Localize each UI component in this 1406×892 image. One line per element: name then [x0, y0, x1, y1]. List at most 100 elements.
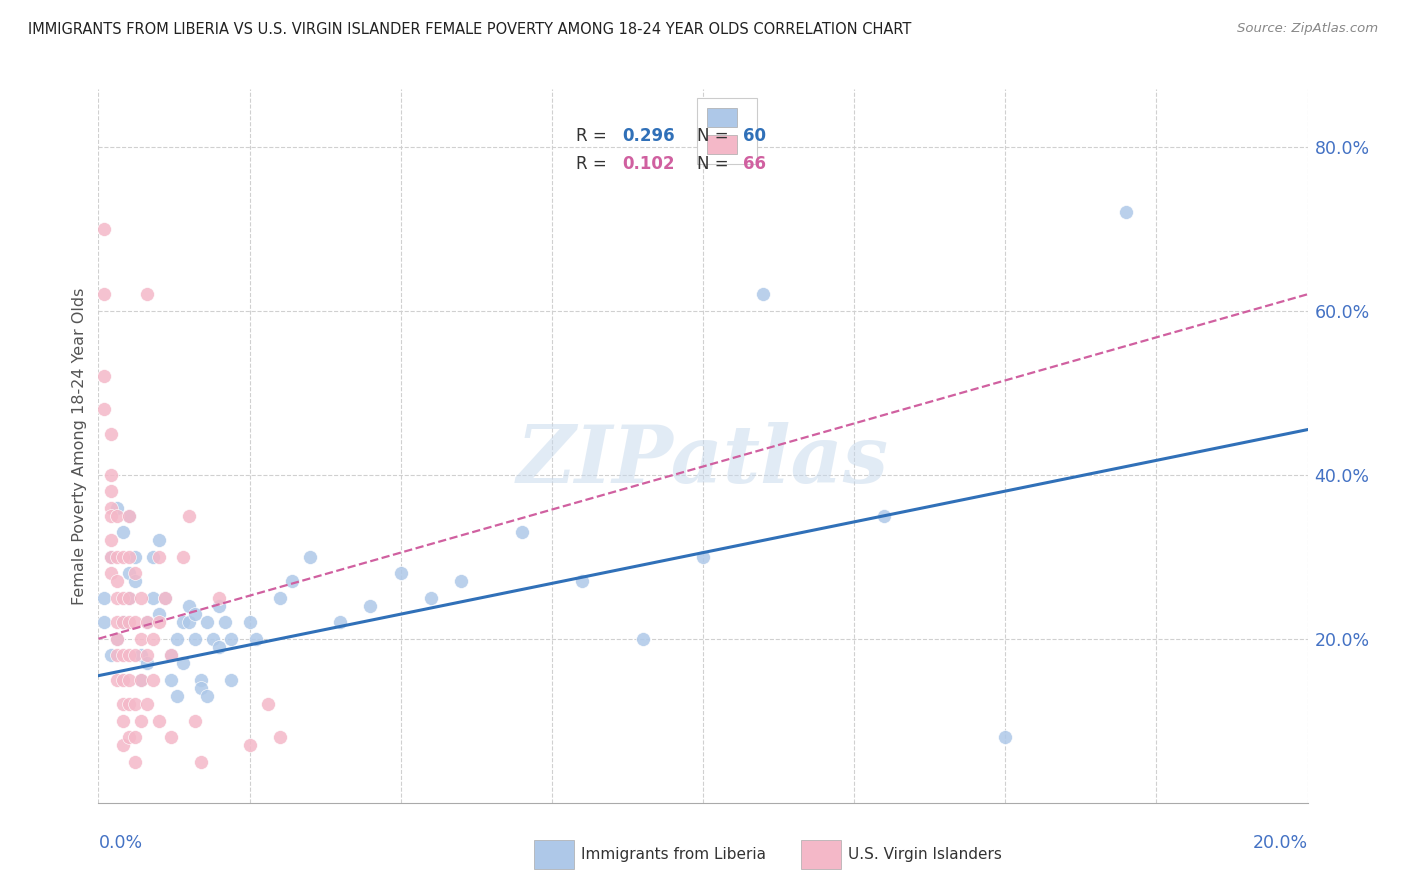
Point	[135, 287, 157, 301]
Point	[190, 755, 212, 769]
Point	[124, 566, 146, 581]
Text: N =: N =	[697, 155, 734, 173]
Point	[100, 426, 122, 441]
Point	[179, 508, 201, 523]
Point	[214, 615, 236, 630]
Point	[118, 508, 141, 523]
Point	[179, 615, 201, 630]
Point	[166, 632, 188, 646]
Point	[184, 632, 207, 646]
Point	[129, 648, 152, 662]
Point	[135, 648, 157, 662]
Point	[93, 402, 115, 417]
Point	[118, 591, 141, 605]
Point	[105, 632, 128, 646]
Point	[221, 673, 243, 687]
Point	[111, 549, 134, 564]
Text: R =: R =	[576, 155, 612, 173]
Point	[100, 533, 122, 548]
Text: 0.102: 0.102	[621, 155, 675, 173]
Point	[994, 730, 1017, 744]
Point	[129, 632, 152, 646]
Point	[93, 591, 115, 605]
Point	[111, 739, 134, 753]
Point	[148, 533, 170, 548]
Point	[118, 698, 141, 712]
Point	[360, 599, 382, 613]
Point	[148, 607, 170, 622]
Point	[100, 549, 122, 564]
Point	[450, 574, 472, 589]
Point	[208, 591, 231, 605]
Point	[111, 648, 134, 662]
Point	[389, 566, 412, 581]
Point	[105, 648, 128, 662]
Point	[631, 632, 654, 646]
Point	[142, 632, 165, 646]
Point	[93, 287, 115, 301]
Text: Source: ZipAtlas.com: Source: ZipAtlas.com	[1237, 22, 1378, 36]
Point	[100, 549, 122, 564]
Point	[135, 657, 157, 671]
Point	[221, 632, 243, 646]
Point	[195, 689, 218, 703]
Point	[142, 673, 165, 687]
Point	[195, 615, 218, 630]
Point	[129, 673, 152, 687]
Point	[208, 599, 231, 613]
Point	[100, 500, 122, 515]
Point	[269, 591, 291, 605]
Point	[148, 615, 170, 630]
Point	[105, 549, 128, 564]
Text: ZIPatlas: ZIPatlas	[517, 422, 889, 499]
Point	[105, 574, 128, 589]
Point	[129, 591, 152, 605]
Point	[510, 525, 533, 540]
Point	[873, 508, 896, 523]
Point	[184, 714, 207, 728]
Text: 66: 66	[742, 155, 766, 173]
Point	[100, 467, 122, 482]
Point	[111, 673, 134, 687]
Point	[179, 599, 201, 613]
Point	[172, 549, 194, 564]
Point	[135, 615, 157, 630]
Text: Immigrants from Liberia: Immigrants from Liberia	[581, 847, 766, 862]
Point	[172, 657, 194, 671]
Point	[129, 714, 152, 728]
Point	[148, 714, 170, 728]
Point	[135, 698, 157, 712]
Point	[329, 615, 352, 630]
Point	[124, 549, 146, 564]
Point	[111, 525, 134, 540]
Y-axis label: Female Poverty Among 18-24 Year Olds: Female Poverty Among 18-24 Year Olds	[72, 287, 87, 605]
Point	[124, 698, 146, 712]
Point	[105, 632, 128, 646]
Point	[239, 739, 262, 753]
Point	[124, 755, 146, 769]
Point	[256, 698, 278, 712]
Text: U.S. Virgin Islanders: U.S. Virgin Islanders	[848, 847, 1001, 862]
Point	[111, 615, 134, 630]
Point	[124, 574, 146, 589]
Point	[93, 615, 115, 630]
Text: 0.0%: 0.0%	[98, 834, 142, 852]
Legend: , : ,	[697, 97, 758, 164]
Point	[160, 648, 183, 662]
Point	[148, 549, 170, 564]
Point	[420, 591, 443, 605]
Point	[93, 221, 115, 235]
Point	[111, 591, 134, 605]
Point	[752, 287, 775, 301]
Point	[190, 681, 212, 695]
Point	[118, 615, 141, 630]
Text: 0.296: 0.296	[621, 127, 675, 145]
Point	[105, 591, 128, 605]
Point	[100, 566, 122, 581]
Point	[124, 730, 146, 744]
Point	[100, 648, 122, 662]
Point	[190, 673, 212, 687]
Point	[111, 714, 134, 728]
Text: 60: 60	[742, 127, 766, 145]
Point	[105, 673, 128, 687]
